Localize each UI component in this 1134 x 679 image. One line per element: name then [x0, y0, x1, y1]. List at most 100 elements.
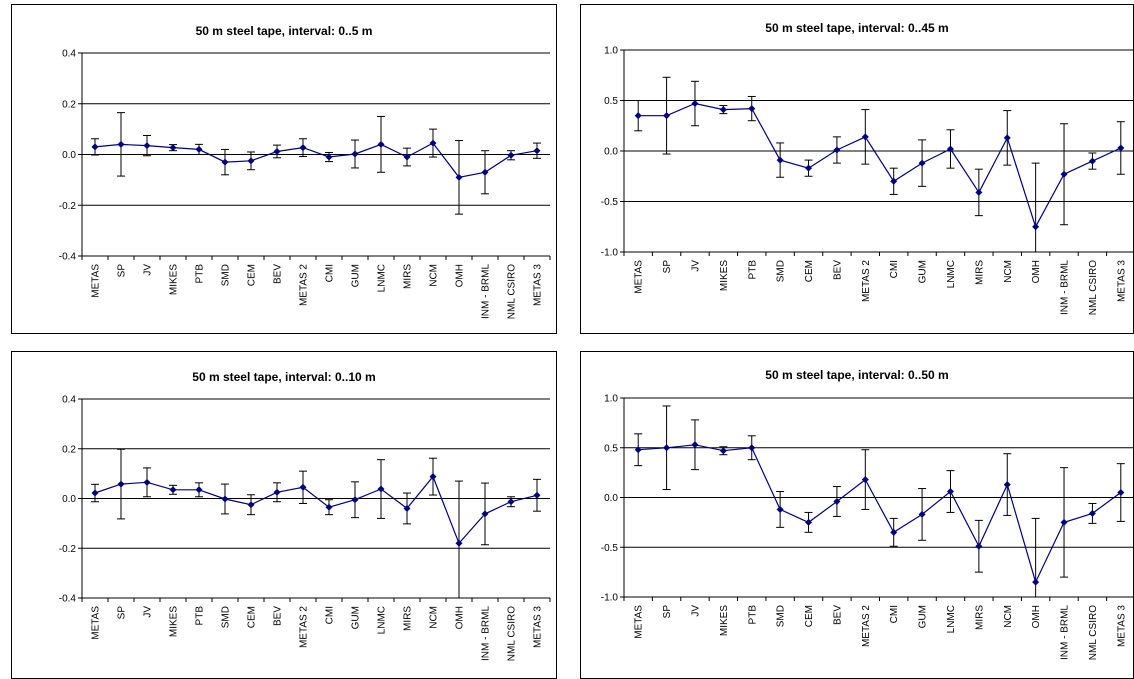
data-point	[273, 147, 281, 155]
series-line	[638, 102, 1122, 229]
category-label: SMD	[776, 605, 787, 627]
y-tick-label: 0.0	[62, 494, 76, 505]
data-point	[91, 143, 99, 151]
y-tick-label: -0.2	[59, 544, 77, 555]
category-label: PTB	[195, 606, 206, 626]
y-tick-label: -0.4	[59, 252, 77, 263]
data-point	[273, 488, 281, 496]
category-label: NML CSIRO	[507, 606, 518, 661]
chart-svg: 50 m steel tape, interval: 0..45 m 1.0 0.5…	[601, 21, 1133, 315]
data-point	[1088, 157, 1096, 165]
category-label: BEV	[832, 260, 843, 280]
data-point	[861, 476, 869, 484]
category-label: MIRS	[403, 264, 414, 289]
category-label: NCM	[1003, 605, 1014, 628]
data-point	[351, 150, 359, 158]
category-label: SP	[117, 606, 128, 620]
y-tick-label: -1.0	[601, 593, 619, 604]
y-tick-label: 0.0	[604, 493, 618, 504]
y-tick-label: 0.5	[604, 96, 618, 107]
y-tick-label: 0.2	[62, 99, 76, 110]
category-label: SMD	[776, 260, 787, 282]
category-label: OMH	[455, 264, 466, 287]
category-label: PTB	[195, 264, 206, 284]
category-label: MIRS	[974, 260, 985, 285]
category-label: NCM	[1003, 260, 1014, 283]
category-label: CMI	[325, 264, 336, 282]
data-point	[299, 483, 307, 491]
category-label: NCM	[429, 264, 440, 287]
category-label: MIKES	[719, 260, 730, 291]
data-point	[833, 146, 841, 154]
data-point	[1032, 578, 1040, 586]
chart-title: 50 m steel tape, interval: 0..5 m	[196, 24, 373, 38]
chart-title: 50 m steel tape, interval: 0..45 m	[765, 21, 948, 35]
category-label: CMI	[889, 605, 900, 623]
data-point	[776, 505, 784, 513]
category-label: SP	[662, 605, 673, 619]
data-point	[805, 518, 813, 526]
category-label: GUM	[351, 264, 362, 287]
data-point	[1060, 170, 1068, 178]
data-point	[195, 486, 203, 494]
data-point	[975, 542, 983, 550]
category-label: INM - BRML	[1060, 605, 1071, 660]
data-point	[325, 153, 333, 161]
data-point	[776, 156, 784, 164]
data-point	[117, 140, 125, 148]
data-point	[691, 100, 699, 108]
category-label: MIKES	[169, 264, 180, 295]
category-label: METAS	[91, 606, 102, 640]
category-label: PTB	[747, 260, 758, 280]
category-label: METAS 3	[533, 264, 544, 306]
series-line	[638, 444, 1122, 584]
data-point	[748, 105, 756, 113]
y-tick-label: 0.0	[604, 147, 618, 158]
category-label: OMH	[1031, 605, 1042, 628]
chart-panel-0-10m: 50 m steel tape, interval: 0..10 m 0.4 0.2…	[11, 351, 557, 679]
series-line	[94, 142, 538, 178]
data-point	[890, 528, 898, 536]
category-label: MIKES	[169, 606, 180, 637]
chart-title: 50 m steel tape, interval: 0..50 m	[765, 368, 948, 382]
category-label: SMD	[221, 264, 232, 286]
category-label: METAS 3	[1116, 605, 1127, 647]
chart-panel-0-45m: 50 m steel tape, interval: 0..45 m 1.0 0.5…	[580, 4, 1134, 334]
category-label: INM - BRML	[481, 606, 492, 661]
data-point	[403, 504, 411, 512]
data-point	[143, 478, 151, 486]
category-label: JV	[690, 260, 701, 272]
category-label: SMD	[221, 606, 232, 628]
data-point	[117, 480, 125, 488]
category-label: METAS	[634, 605, 645, 639]
chart-svg: 50 m steel tape, interval: 0..5 m 0.4 0.2 0…	[59, 24, 551, 319]
data-point	[805, 164, 813, 172]
chart-svg: 50 m steel tape, interval: 0..10 m 0.4 0.2…	[59, 370, 551, 661]
data-point	[507, 498, 515, 506]
data-point	[91, 489, 99, 497]
data-point	[1117, 144, 1125, 152]
data-point	[1060, 518, 1068, 526]
data-point	[946, 488, 954, 496]
data-point	[1117, 489, 1125, 497]
chart-title: 50 m steel tape, interval: 0..10 m	[192, 370, 375, 384]
category-label: SP	[117, 264, 128, 278]
category-label: METAS 2	[299, 264, 310, 306]
data-point	[833, 497, 841, 505]
data-point	[918, 510, 926, 518]
category-label: JV	[143, 606, 154, 618]
category-label: CEM	[247, 606, 258, 628]
data-point	[533, 147, 541, 155]
category-label: JV	[143, 264, 154, 276]
category-label: BEV	[832, 605, 843, 625]
data-point	[975, 188, 983, 196]
data-point	[507, 151, 515, 159]
category-label: NML CSIRO	[1088, 260, 1099, 315]
data-point	[1003, 134, 1011, 142]
category-label: METAS 2	[299, 606, 310, 648]
data-point	[946, 145, 954, 153]
data-point	[890, 177, 898, 185]
category-label: NCM	[429, 606, 440, 629]
category-label: BEV	[273, 264, 284, 284]
y-tick-label: 1.0	[604, 46, 618, 57]
